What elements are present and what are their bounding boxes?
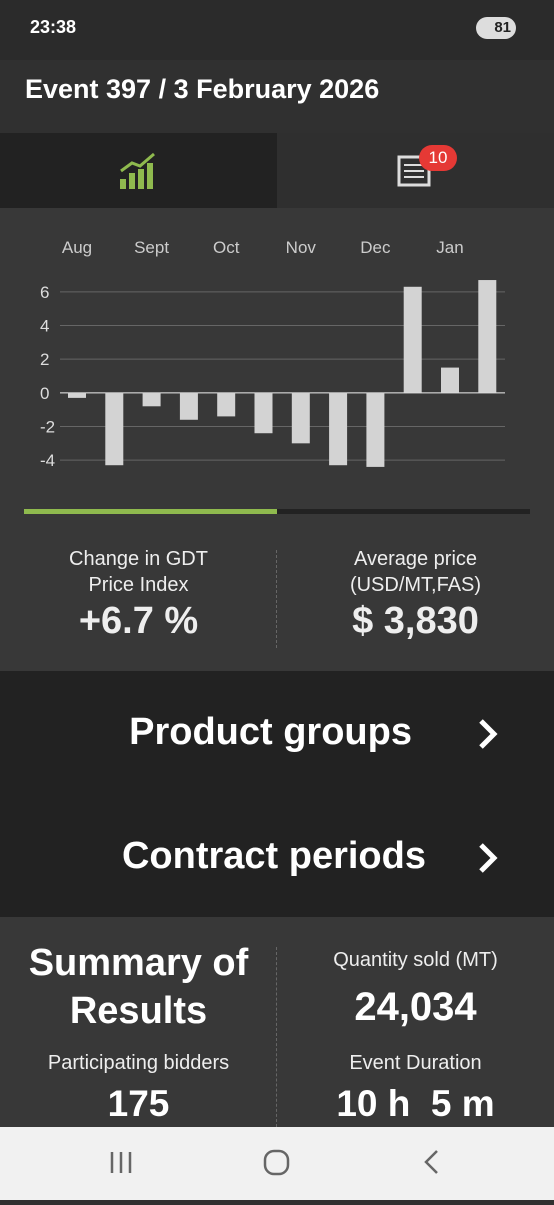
stat-label: Change in GDT	[69, 548, 208, 570]
y-tick-label: 6	[40, 283, 49, 302]
header-title: Event 397 / 3 February 2026	[25, 74, 380, 104]
bar	[142, 392, 161, 407]
link-product-groups[interactable]: Product groups	[129, 711, 412, 753]
summary: Summary of Results Participating bidders…	[0, 917, 554, 1127]
bar	[291, 392, 310, 444]
stat-value: 24,034	[354, 985, 477, 1029]
bar	[329, 392, 348, 466]
bar	[366, 392, 385, 467]
nav-bar	[0, 1127, 554, 1200]
y-tick-label: 2	[40, 350, 49, 369]
chevron	[479, 843, 498, 873]
stat-label: Average price	[353, 548, 478, 570]
chevron	[479, 719, 498, 749]
x-tick-label: Oct	[213, 238, 240, 257]
y-tick-label: 4	[40, 317, 49, 336]
y-tick-label: -2	[40, 418, 55, 437]
time: 23:38	[30, 17, 77, 37]
y-tick-label: -4	[40, 451, 55, 470]
x-tick-label: Sept	[134, 238, 169, 257]
chart-tab[interactable]	[0, 133, 277, 208]
stat-label: Price Index	[88, 574, 189, 596]
links: Product groups Contract periods	[0, 671, 554, 917]
bar	[478, 280, 497, 393]
progress-fill	[24, 509, 277, 514]
battery: 81	[476, 17, 516, 39]
divider	[276, 550, 277, 648]
summary-title: Summary of	[28, 942, 249, 984]
chart-icon	[120, 152, 155, 189]
bar	[403, 286, 422, 393]
x-tick-label: Jan	[436, 238, 463, 257]
stat-label: Quantity sold (MT)	[333, 949, 498, 971]
bar	[217, 392, 236, 417]
stat-label: Participating bidders	[47, 1052, 230, 1074]
bar	[441, 367, 459, 393]
stat-value: 10 h 5 m	[336, 1083, 495, 1124]
stat-value: $ 3,830	[352, 600, 479, 642]
bar	[254, 392, 273, 434]
link-contract-periods[interactable]: Contract periods	[121, 835, 426, 877]
badge: 10	[419, 145, 457, 171]
bar	[68, 392, 86, 398]
news-tab[interactable]: 10	[277, 133, 554, 208]
bar	[179, 392, 198, 420]
chart: -4 -2 0 2 4 6 Aug Sept Oct Nov Dec Jan	[0, 208, 554, 520]
nav-icons	[110, 1149, 438, 1176]
summary-title: Results	[69, 990, 208, 1032]
x-tick-label: Aug	[62, 238, 92, 257]
y-tick-label: 0	[40, 384, 49, 403]
divider	[276, 947, 277, 1127]
stat-label: Event Duration	[349, 1052, 482, 1074]
stat-value: +6.7 %	[78, 600, 199, 642]
x-tick-label: Nov	[286, 238, 317, 257]
x-tick-label: Dec	[360, 238, 391, 257]
stat-label: (USD/MT,FAS)	[349, 574, 482, 596]
status-bar: 23:38 81	[0, 0, 554, 60]
stats: Change in GDT Price Index +6.7 % Average…	[0, 520, 554, 671]
stat-value: 175	[107, 1083, 170, 1124]
bar	[105, 392, 124, 466]
